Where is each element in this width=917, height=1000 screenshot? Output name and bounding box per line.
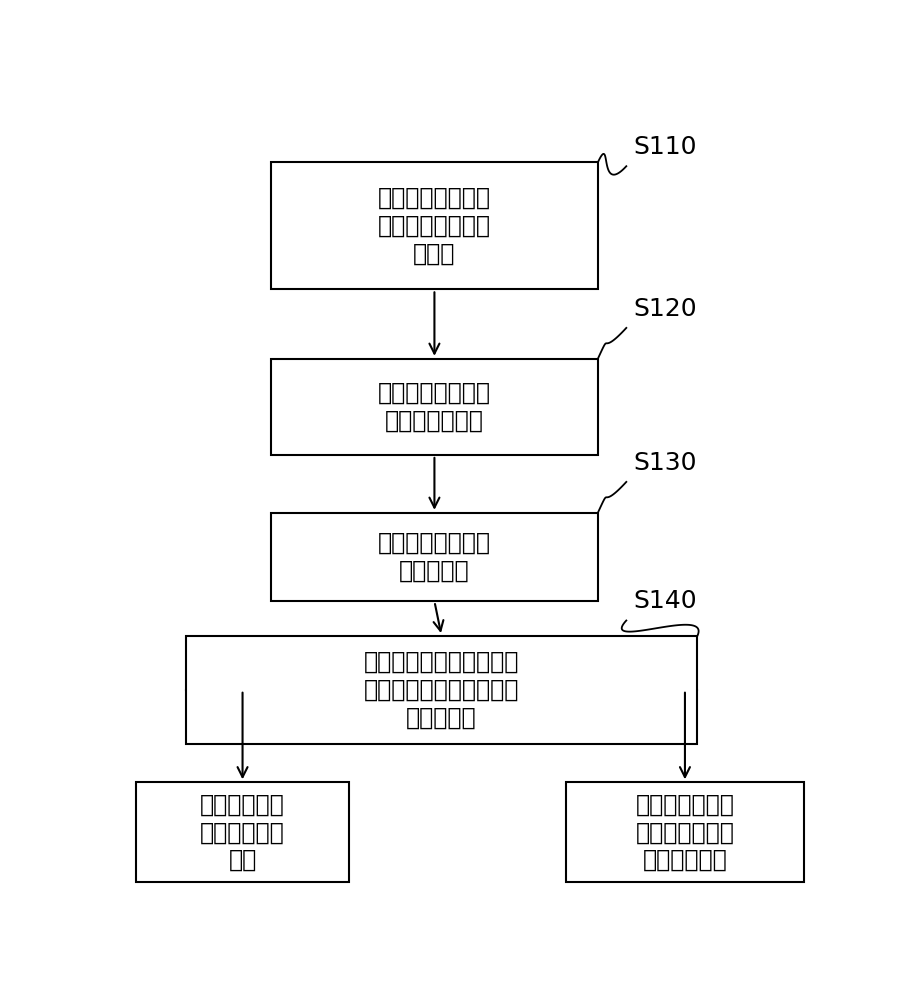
Text: S130: S130 [634,451,697,475]
Bar [271,359,598,455]
Text: 若在，判定轧
机无泄漏情况
发生: 若在，判定轧 机无泄漏情况 发生 [200,792,285,872]
Text: S140: S140 [634,589,697,613]
Bar [136,782,349,882]
Text: S120: S120 [634,297,697,321]
Bar [271,513,598,601]
Text: 对采集到的液位信
号进行模数转换: 对采集到的液位信 号进行模数转换 [378,381,491,433]
Bar [185,636,698,744]
Bar [271,162,598,289]
Text: 判断液位信号在一段预设
时间内是否连续处在变化
阈值范围内: 判断液位信号在一段预设 时间内是否连续处在变化 阈值范围内 [364,650,519,730]
Text: 基于液位检测元件
采集轧机油箱的液
位信号: 基于液位检测元件 采集轧机油箱的液 位信号 [378,186,491,266]
Text: 设置液位信号的变
化阈值范围: 设置液位信号的变 化阈值范围 [378,531,491,583]
Bar [566,782,804,882]
Text: S110: S110 [634,135,697,159]
Text: 若不在，判定轧
机有泄漏情况发
生，发出警报: 若不在，判定轧 机有泄漏情况发 生，发出警报 [635,792,735,872]
